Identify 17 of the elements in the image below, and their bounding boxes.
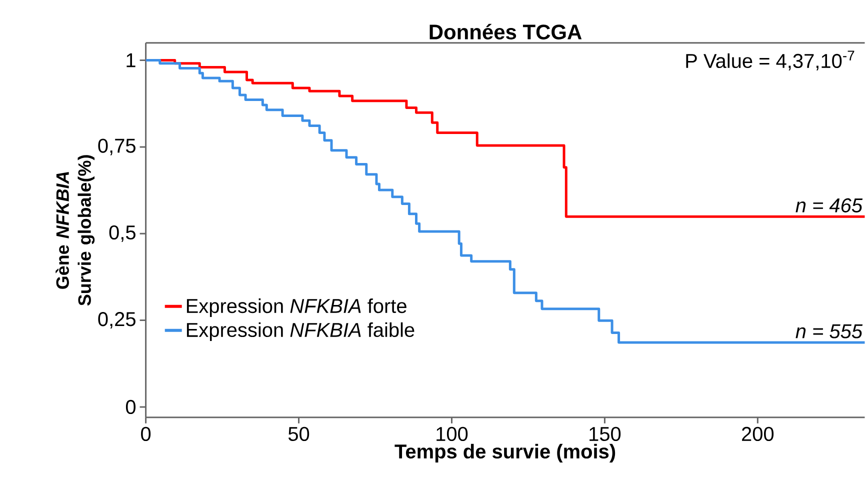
- y-tick-label: 0,25: [98, 312, 136, 328]
- y-tick-label: 0: [126, 400, 136, 414]
- x-tick-label: 50: [288, 426, 310, 441]
- legend-label: Expression NFKBIA faible: [186, 322, 414, 341]
- legend-label: Expression NFKBIA forte: [186, 298, 406, 317]
- x-axis-title: Temps de survie (mois): [394, 444, 616, 462]
- x-tick-label: 200: [742, 426, 774, 441]
- annotation: n = 555: [796, 324, 863, 338]
- annotation: P Value = 4,37,10$^{-7}$: [686, 50, 854, 70]
- x-tick-label: 0: [141, 426, 151, 441]
- y-tick-label: 0,5: [109, 225, 136, 242]
- y-tick-label: 0,75: [98, 138, 136, 156]
- y-tick-label: 1: [126, 53, 136, 68]
- annotation: n = 465: [796, 198, 863, 212]
- x-tick-label: 100: [436, 426, 468, 441]
- chart-title: Données TCGA: [430, 24, 582, 40]
- x-tick-label: 150: [590, 426, 621, 441]
